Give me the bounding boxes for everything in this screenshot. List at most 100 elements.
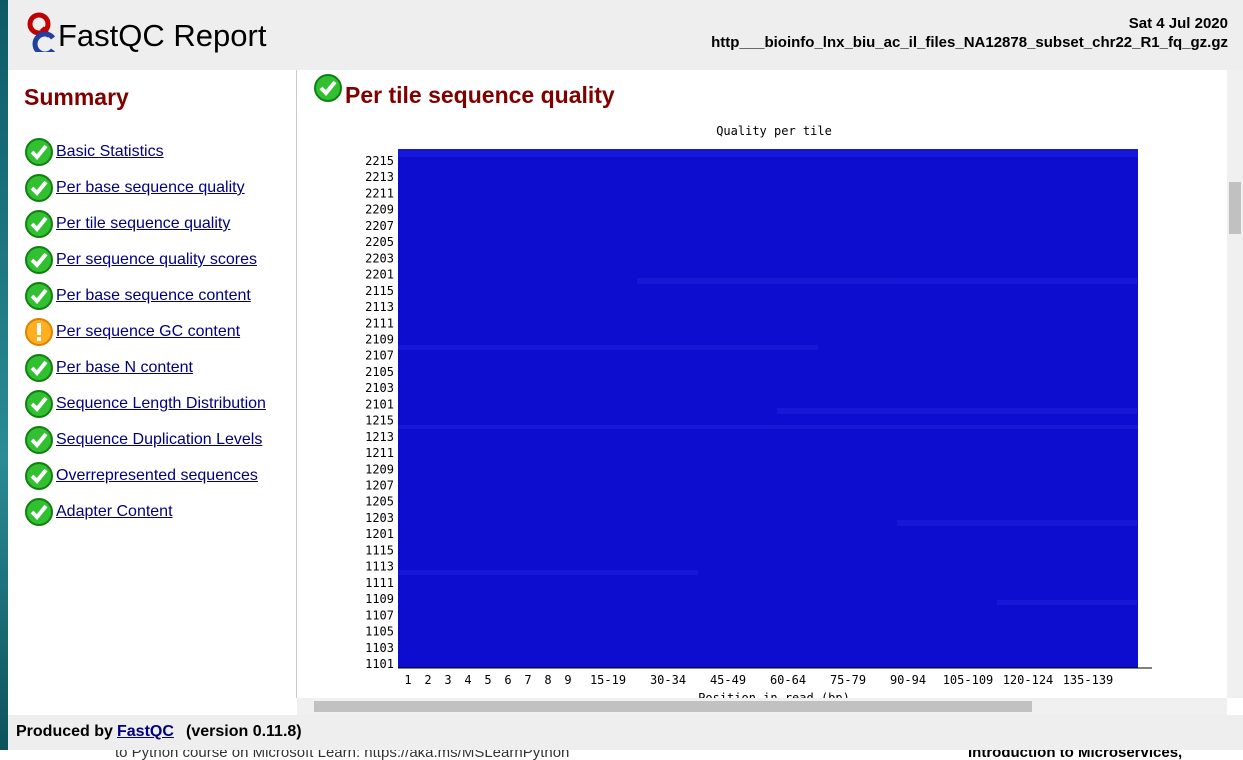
y-tick-label: 1207 [365, 479, 394, 493]
icon-mark [30, 468, 48, 484]
summary-item: Per tile sequence quality [24, 209, 230, 239]
scroll-thumb[interactable] [1229, 182, 1241, 234]
y-tick-label: 2201 [365, 268, 394, 282]
summary-link[interactable]: Per base N content [56, 359, 193, 376]
footer-version: (version 0.11.8) [186, 723, 302, 740]
status-icon [25, 138, 53, 166]
scroll-thumb[interactable] [314, 701, 1032, 712]
logo [27, 12, 55, 52]
x-tick-label: 9 [564, 673, 571, 687]
status-icon [25, 246, 53, 274]
x-tick-label: 105-109 [943, 673, 994, 687]
background-page: to Python course on Microsoft Learn: htt… [0, 750, 1243, 760]
summary-link[interactable]: Per base sequence quality [56, 179, 245, 196]
main-panel: Per tile sequence quality Quality per ti… [297, 70, 1227, 698]
x-tick-label: 15-19 [590, 673, 626, 687]
summary-link[interactable]: Per sequence GC content [56, 323, 241, 340]
y-tick-label: 2203 [365, 251, 394, 265]
icon-mark [30, 432, 48, 448]
x-tick-label: 7 [524, 673, 531, 687]
y-tick-label: 1107 [365, 608, 394, 622]
status-icon [25, 426, 53, 454]
y-tick-label: 2109 [365, 332, 394, 346]
y-tick-label: 1111 [365, 576, 394, 590]
y-tick-label: 1205 [365, 495, 394, 509]
y-tick-label: 2211 [365, 186, 394, 200]
y-tick-label: 2205 [365, 235, 394, 249]
y-tick-label: 2105 [365, 365, 394, 379]
y-tick-label: 1103 [365, 641, 394, 655]
summary-item: Per base N content [24, 353, 193, 383]
icon-mark [37, 323, 41, 335]
summary-item: Per sequence quality scores [24, 245, 257, 275]
y-tick-label: 1211 [365, 446, 394, 460]
x-tick-label: 120-124 [1003, 673, 1054, 687]
summary-item: Sequence Duplication Levels [24, 425, 262, 455]
horizontal-scrollbar[interactable] [297, 698, 1227, 715]
header: FastQC Report Sat 4 Jul 2020 http___bioi… [8, 0, 1243, 70]
summary-item: Per base sequence content [24, 281, 251, 311]
x-tick-label: 1 [404, 673, 411, 687]
status-icon [25, 174, 53, 202]
y-tick-label: 1201 [365, 527, 394, 541]
footer-text: Produced by [16, 723, 113, 740]
summary-link[interactable]: Basic Statistics [56, 143, 164, 160]
icon-mark [319, 80, 337, 96]
y-tick-label: 1213 [365, 430, 394, 444]
status-icon [25, 210, 53, 238]
y-tick-label: 2103 [365, 381, 394, 395]
x-tick-label: 75-79 [830, 673, 866, 687]
x-axis-label: Position in read (bp) [698, 691, 850, 698]
summary-link[interactable]: Per sequence quality scores [56, 251, 257, 268]
report-date: Sat 4 Jul 2020 [1128, 15, 1228, 32]
y-tick-label: 1215 [365, 414, 394, 428]
footer-link[interactable]: FastQC [117, 723, 174, 740]
x-tick-label: 45-49 [710, 673, 746, 687]
icon-mark [30, 180, 48, 196]
summary-link[interactable]: Sequence Duplication Levels [56, 431, 263, 448]
y-tick-label: 1101 [365, 657, 394, 671]
y-tick-label: 2215 [365, 154, 394, 168]
x-tick-label: 90-94 [890, 673, 926, 687]
footer: Produced by FastQC (version 0.11.8) [8, 715, 1243, 750]
y-tick-label: 2209 [365, 203, 394, 217]
x-tick-label: 6 [504, 673, 511, 687]
y-tick-label: 1109 [365, 592, 394, 606]
summary-item: Per base sequence quality [24, 173, 245, 203]
x-tick-label: 135-139 [1063, 673, 1114, 687]
y-tick-label: 2213 [365, 170, 394, 184]
y-tick-label: 2115 [365, 284, 394, 298]
file-name: http___bioinfo_lnx_biu_ac_il_files_NA128… [711, 34, 1228, 51]
x-tick-label: 5 [484, 673, 491, 687]
x-tick-label: 60-64 [770, 673, 806, 687]
summary-link[interactable]: Overrepresented sequences [56, 467, 258, 484]
background-text: Introduction to Microservices, [968, 750, 1183, 760]
icon-mark [30, 504, 48, 520]
summary-link[interactable]: Sequence Length Distribution [56, 395, 266, 412]
x-tick-label: 2 [424, 673, 431, 687]
summary-item: Sequence Length Distribution [24, 389, 266, 419]
summary-link[interactable]: Per base sequence content [56, 287, 251, 304]
summary-item: Adapter Content [24, 497, 173, 527]
status-icon [25, 390, 53, 418]
chart-title: Quality per tile [716, 124, 832, 138]
y-tick-label: 1209 [365, 462, 394, 476]
x-tick-label: 30-34 [650, 673, 686, 687]
y-tick-label: 1105 [365, 625, 394, 639]
y-tick-label: 1203 [365, 511, 394, 525]
summary-panel: Summary Basic Statistics Per base sequenc… [8, 70, 297, 698]
icon-mark [30, 396, 48, 412]
summary-link[interactable]: Adapter Content [56, 503, 173, 520]
status-icon [25, 462, 53, 490]
icon-mark [30, 216, 48, 232]
icon-mark [30, 288, 48, 304]
summary-link[interactable]: Per tile sequence quality [56, 215, 231, 232]
y-tick-label: 2101 [365, 397, 394, 411]
icon-mark [30, 360, 48, 376]
status-icon [25, 318, 53, 346]
vertical-scrollbar[interactable] [1227, 70, 1243, 698]
y-tick-label: 2113 [365, 300, 394, 314]
icon-mark [30, 252, 48, 268]
